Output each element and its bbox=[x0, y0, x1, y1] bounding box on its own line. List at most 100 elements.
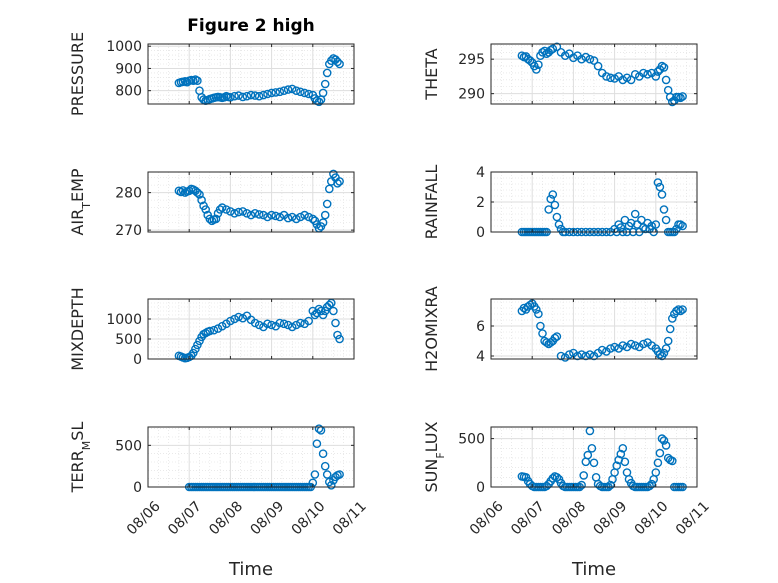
data-point bbox=[191, 344, 200, 354]
y-tick-label: 0 bbox=[133, 352, 142, 368]
data-point bbox=[550, 200, 560, 210]
data-point bbox=[178, 186, 188, 195]
data-point bbox=[678, 221, 687, 231]
data-point bbox=[618, 75, 628, 85]
y-tick-label: 0 bbox=[133, 480, 142, 496]
data-point bbox=[548, 44, 558, 54]
data-point bbox=[287, 212, 297, 222]
data-point bbox=[589, 458, 599, 468]
data-point bbox=[659, 63, 669, 72]
y-tick-label: 900 bbox=[115, 61, 142, 77]
x-axis-label-right: Time bbox=[571, 559, 616, 580]
data-point bbox=[322, 68, 332, 78]
data-point bbox=[226, 93, 235, 102]
data-point bbox=[612, 461, 622, 471]
data-point bbox=[221, 205, 231, 214]
x-tick-label: 08/06 bbox=[467, 498, 507, 538]
data-point bbox=[616, 223, 626, 232]
data-point bbox=[517, 51, 527, 61]
x-tick-label: 08/06 bbox=[124, 498, 164, 538]
data-point bbox=[275, 318, 285, 328]
data-point bbox=[250, 318, 260, 328]
data-point bbox=[655, 448, 665, 458]
data-point bbox=[296, 212, 305, 222]
subplot-h2omixra: 4 6 H2OMIXRA bbox=[422, 286, 698, 372]
data-point bbox=[657, 61, 667, 71]
y-axis-label: TERRMSL bbox=[68, 422, 93, 494]
x-tick-label: 08/09 bbox=[247, 498, 287, 538]
data-point bbox=[645, 481, 654, 491]
data-point bbox=[287, 84, 297, 94]
data-point bbox=[250, 208, 260, 218]
axes-box bbox=[147, 171, 355, 233]
data-point bbox=[271, 211, 281, 221]
y-axis-label: PRESSURE bbox=[68, 32, 87, 116]
data-point bbox=[661, 75, 671, 85]
y-tick-label: 1000 bbox=[106, 312, 142, 328]
data-point bbox=[201, 205, 210, 214]
data-point bbox=[651, 468, 661, 477]
data-point bbox=[661, 344, 671, 353]
figure-title: Figure 2 high bbox=[187, 16, 315, 36]
data-point bbox=[606, 73, 615, 83]
data-point bbox=[230, 314, 239, 324]
data-point bbox=[263, 89, 272, 99]
data-point bbox=[333, 178, 342, 188]
data-point bbox=[532, 65, 541, 74]
y-tick-label: 800 bbox=[115, 84, 142, 100]
data-point bbox=[205, 214, 215, 224]
data-point bbox=[626, 218, 636, 228]
data-point bbox=[215, 205, 225, 214]
data-point bbox=[579, 471, 589, 480]
data-point bbox=[626, 75, 636, 85]
data-point bbox=[552, 42, 562, 52]
data-point bbox=[238, 207, 248, 216]
y-tick-label: 270 bbox=[115, 223, 142, 239]
y-tick-label: 4 bbox=[476, 165, 485, 181]
data-point bbox=[548, 473, 558, 483]
y-axis-label: RAINFALL bbox=[422, 165, 441, 240]
data-point bbox=[659, 436, 669, 445]
data-point bbox=[333, 57, 342, 67]
data-point bbox=[525, 300, 535, 310]
data-point bbox=[320, 79, 330, 89]
data-point bbox=[560, 51, 570, 61]
x-tick-label: 08/07 bbox=[508, 498, 548, 538]
data-point bbox=[304, 212, 314, 222]
data-point bbox=[659, 348, 669, 358]
data-point bbox=[324, 300, 334, 310]
data-point bbox=[630, 70, 640, 79]
data-point bbox=[565, 350, 574, 359]
data-point bbox=[668, 314, 677, 323]
subplot-mixdepth: 0 500 1000 MIXDEPTH bbox=[68, 287, 355, 371]
data-point bbox=[176, 187, 186, 197]
data-point bbox=[283, 85, 293, 94]
data-point bbox=[552, 212, 562, 222]
data-point bbox=[238, 92, 248, 102]
y-tick-label: 4 bbox=[476, 349, 485, 365]
axes-box bbox=[490, 426, 698, 488]
data-point bbox=[676, 306, 685, 316]
series-markers bbox=[174, 169, 344, 233]
data-point bbox=[525, 56, 535, 65]
data-point bbox=[676, 220, 685, 229]
data-point bbox=[335, 470, 344, 479]
data-point bbox=[234, 91, 243, 100]
data-point bbox=[283, 320, 293, 330]
data-point bbox=[291, 214, 301, 224]
data-point bbox=[665, 324, 675, 334]
data-point bbox=[263, 319, 272, 329]
data-point bbox=[267, 88, 276, 98]
data-point bbox=[182, 77, 192, 87]
data-point bbox=[577, 480, 586, 490]
data-point bbox=[259, 210, 268, 220]
data-point bbox=[267, 210, 276, 220]
axes-box bbox=[490, 298, 698, 360]
y-axis-label: H2OMIXRA bbox=[422, 286, 441, 372]
data-point bbox=[639, 339, 648, 349]
data-point bbox=[593, 61, 603, 71]
data-point bbox=[259, 90, 268, 100]
data-point bbox=[234, 207, 243, 217]
data-point bbox=[585, 350, 595, 359]
y-tick-label: 500 bbox=[115, 438, 142, 454]
